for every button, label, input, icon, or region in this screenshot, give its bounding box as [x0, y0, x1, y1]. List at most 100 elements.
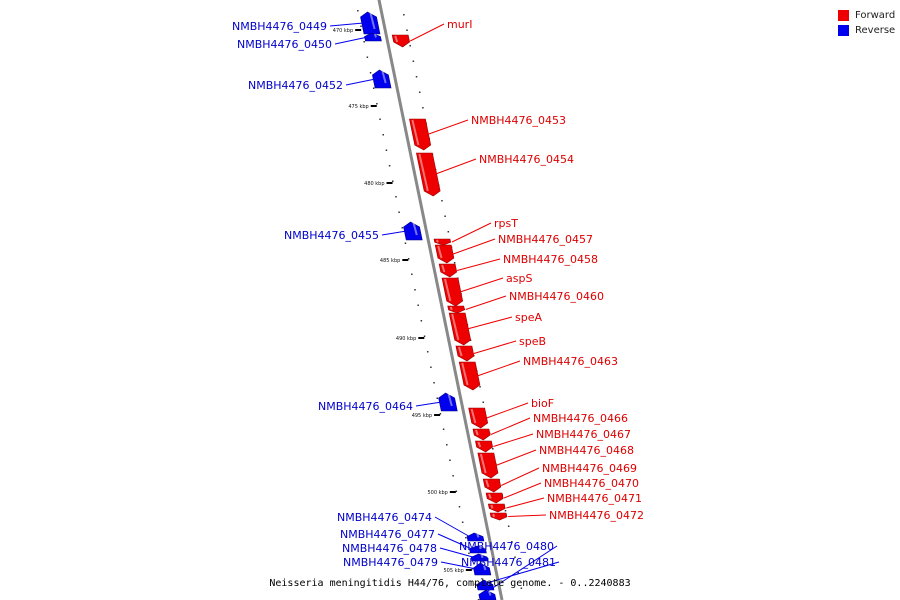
gene-features: [360, 11, 508, 600]
gene-highlight: [492, 513, 496, 518]
gene-arrow-nmbh4476_0471[interactable]: [487, 503, 506, 513]
gene-arrow-nmbh4476_0454[interactable]: [416, 152, 441, 197]
gene-highlight: [373, 33, 377, 38]
minor-tick-left: [426, 351, 429, 353]
gene-arrow-muri[interactable]: [391, 34, 410, 48]
gene-label-nmbh4476_0449[interactable]: NMBH4476_0449: [232, 20, 327, 33]
gene-arrow-nmbh4476_0450[interactable]: [364, 32, 382, 42]
gene-label-nmbh4476_0468[interactable]: NMBH4476_0468: [539, 444, 634, 457]
gene-arrow-nmbh4476_0466[interactable]: [472, 428, 491, 441]
gene-arrow-nmbh4476_0455[interactable]: [403, 221, 423, 241]
gene-arrow-asps[interactable]: [441, 277, 464, 307]
gene-connector: [500, 467, 540, 486]
gene-arrow-nmbh4476_0472[interactable]: [489, 512, 508, 521]
gene-label-nmbh4476_0480[interactable]: NMBH4476_0480: [459, 540, 554, 553]
gene-highlight: [479, 453, 487, 474]
legend-forward-label: Forward: [855, 10, 896, 21]
gene-arrow-nmbh4476_0470[interactable]: [485, 492, 504, 504]
gene-connector: [381, 230, 407, 236]
gene-label-nmbh4476_0479[interactable]: NMBH4476_0479: [343, 556, 438, 569]
gene-arrow-nmbh4476_0480[interactable]: [478, 589, 497, 600]
gene-arrow-nmbh4476_0464[interactable]: [438, 392, 458, 412]
tick-label: 490 kbp: [396, 336, 416, 342]
gene-arrow-rpst[interactable]: [433, 238, 452, 246]
gene-arrow-nmbh4476_0460[interactable]: [447, 305, 465, 314]
minor-tick-left: [430, 366, 432, 368]
gene-arrow-nmbh4476_0469[interactable]: [482, 478, 502, 493]
gene-label-nmbh4476_0477[interactable]: NMBH4476_0477: [340, 528, 435, 541]
gene-label-nmbh4476_0464[interactable]: NMBH4476_0464: [318, 400, 413, 413]
gene-label-nmbh4476_0450[interactable]: NMBH4476_0450: [237, 38, 332, 51]
gene-connector: [434, 516, 471, 538]
gene-highlight: [470, 408, 477, 424]
gene-label-muri[interactable]: murI: [447, 18, 472, 31]
minor-tick-right: [441, 200, 443, 202]
gene-label-biof[interactable]: bioF: [531, 397, 554, 410]
minor-tick-right: [406, 29, 408, 31]
gene-label-asps[interactable]: aspS: [506, 272, 532, 285]
minor-tick-left: [465, 537, 467, 539]
gene-arrow-nmbh4476_0457[interactable]: [434, 244, 455, 264]
minor-tick-left: [442, 428, 445, 430]
map-caption: Neisseria meningitidis H44/76, complete …: [269, 578, 631, 589]
gene-label-nmbh4476_0454[interactable]: NMBH4476_0454: [479, 153, 574, 166]
gene-connector: [457, 258, 501, 271]
gene-highlight: [482, 563, 487, 571]
gene-label-nmbh4476_0472[interactable]: NMBH4476_0472: [549, 509, 644, 522]
gene-label-speb[interactable]: speB: [519, 335, 546, 348]
tick-label: 500 kbp: [427, 490, 447, 496]
gene-connector: [477, 360, 521, 377]
gene-connector: [481, 545, 558, 596]
gene-arrow-nmbh4476_0481[interactable]: [476, 579, 495, 591]
gene-label-nmbh4476_0458[interactable]: NMBH4476_0458: [503, 253, 598, 266]
gene-arrow-nmbh4476_0467[interactable]: [475, 440, 493, 453]
gene-connector: [439, 547, 475, 558]
gene-arrow-spea[interactable]: [448, 312, 472, 346]
tick-label: 470 kbp: [333, 28, 353, 34]
gene-label-rpst[interactable]: rpsT: [494, 217, 518, 230]
gene-label-nmbh4476_0455[interactable]: NMBH4476_0455: [284, 229, 379, 242]
gene-arrow-nmbh4476_0453[interactable]: [409, 118, 432, 151]
tick-marks: 470 kbp 475 kbp 480 kbp 485 kbp 490 kbp 495 k…: [333, 10, 523, 600]
minor-tick-left: [446, 444, 448, 446]
minor-tick-right: [444, 215, 446, 217]
minor-tick-right: [520, 587, 523, 589]
gene-highlight: [461, 362, 469, 386]
minor-tick-left: [363, 41, 365, 43]
minor-tick-left: [439, 413, 442, 415]
gene-arrow-speb[interactable]: [455, 345, 475, 362]
minor-tick-left: [449, 459, 451, 461]
minor-tick-left: [433, 382, 435, 384]
gene-label-nmbh4476_0471[interactable]: NMBH4476_0471: [547, 492, 642, 505]
gene-connector: [427, 119, 469, 135]
gene-highlight: [418, 153, 429, 192]
gene-label-nmbh4476_0457[interactable]: NMBH4476_0457: [498, 233, 593, 246]
forward-swatch: [838, 10, 849, 21]
gene-label-nmbh4476_0452[interactable]: NMBH4476_0452: [248, 79, 343, 92]
gene-label-nmbh4476_0470[interactable]: NMBH4476_0470: [544, 477, 639, 490]
gene-arrow-nmbh4476_0458[interactable]: [438, 263, 458, 278]
gene-highlight: [449, 306, 453, 311]
gene-label-nmbh4476_0453[interactable]: NMBH4476_0453: [471, 114, 566, 127]
gene-label-nmbh4476_0481[interactable]: NMBH4476_0481: [461, 556, 556, 569]
minor-tick-left: [398, 211, 400, 213]
minor-tick-left: [401, 227, 404, 229]
gene-label-nmbh4476_0478[interactable]: NMBH4476_0478: [342, 542, 437, 555]
gene-label-nmbh4476_0466[interactable]: NMBH4476_0466: [533, 412, 628, 425]
minor-tick-left: [452, 475, 454, 477]
gene-label-spea[interactable]: speA: [515, 311, 542, 324]
gene-connector: [495, 449, 537, 466]
gene-arrow-nmbh4476_0452[interactable]: [372, 69, 392, 89]
gene-arrow-nmbh4476_0463[interactable]: [458, 361, 481, 391]
gene-label-nmbh4476_0460[interactable]: NMBH4476_0460: [509, 290, 604, 303]
gene-label-nmbh4476_0474[interactable]: NMBH4476_0474: [337, 511, 432, 524]
gene-label-nmbh4476_0467[interactable]: NMBH4476_0467: [536, 428, 631, 441]
gene-arrow-nmbh4476_0468[interactable]: [477, 452, 499, 479]
minor-tick-right: [517, 572, 519, 574]
tick-label: 505 kbp: [443, 568, 463, 574]
gene-highlight: [488, 493, 492, 499]
gene-label-nmbh4476_0463[interactable]: NMBH4476_0463: [523, 355, 618, 368]
gene-arrow-biof[interactable]: [468, 407, 489, 429]
gene-arrow-nmbh4476_0479[interactable]: [473, 562, 492, 576]
gene-label-nmbh4476_0469[interactable]: NMBH4476_0469: [542, 462, 637, 475]
